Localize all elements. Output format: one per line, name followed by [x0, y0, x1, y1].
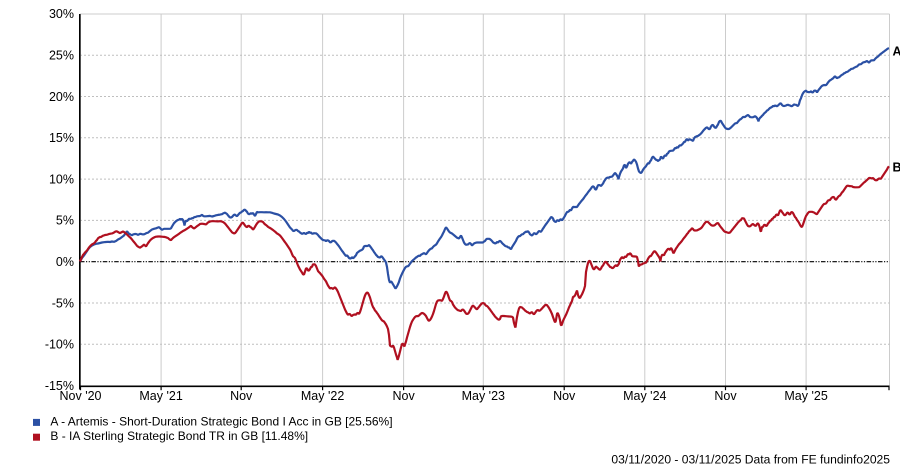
- svg-text:20%: 20%: [49, 90, 74, 104]
- svg-text:Nov: Nov: [714, 389, 737, 403]
- svg-text:-10%: -10%: [45, 338, 74, 352]
- svg-text:Nov: Nov: [392, 389, 415, 403]
- svg-text:May '23: May '23: [462, 389, 505, 403]
- svg-text:A - Artemis - Short-Duration S: A - Artemis - Short-Duration Strategic B…: [50, 414, 392, 428]
- svg-text:May '21: May '21: [139, 389, 182, 403]
- svg-text:May '22: May '22: [301, 389, 344, 403]
- svg-text:Nov '20: Nov '20: [60, 389, 102, 403]
- svg-text:30%: 30%: [49, 7, 74, 21]
- svg-text:15%: 15%: [49, 131, 74, 145]
- svg-text:May '25: May '25: [784, 389, 827, 403]
- svg-text:-5%: -5%: [52, 296, 74, 310]
- svg-text:5%: 5%: [56, 214, 74, 228]
- svg-text:25%: 25%: [49, 49, 74, 63]
- svg-text:May '24: May '24: [623, 389, 666, 403]
- svg-text:03/11/2020 - 03/11/2025 Data f: 03/11/2020 - 03/11/2025 Data from FE fun…: [611, 453, 890, 467]
- svg-text:Nov: Nov: [230, 389, 253, 403]
- svg-text:B: B: [893, 161, 900, 175]
- svg-text:A: A: [893, 45, 900, 59]
- svg-text:B - IA Sterling Strategic Bond: B - IA Sterling Strategic Bond TR in GB …: [50, 429, 308, 443]
- svg-text:0%: 0%: [56, 255, 74, 269]
- svg-text:10%: 10%: [49, 172, 74, 186]
- svg-text:Nov: Nov: [553, 389, 576, 403]
